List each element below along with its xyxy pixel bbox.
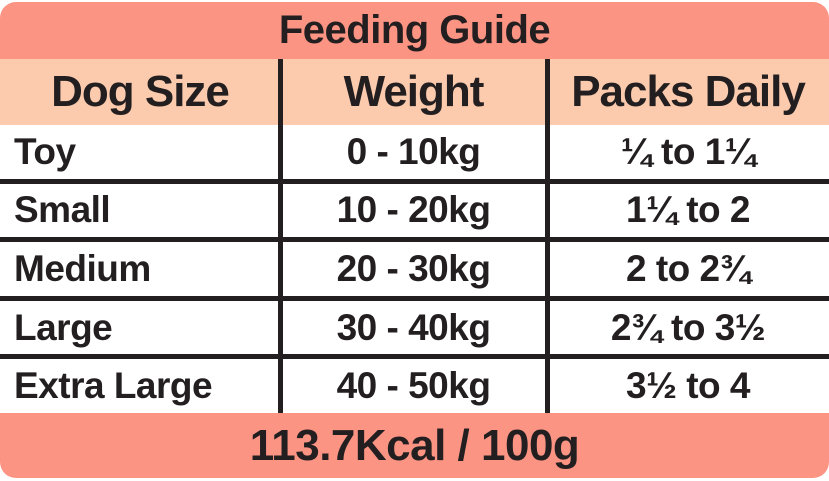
cell-packs-daily: ¼ to 1¼ xyxy=(620,130,756,172)
table-row-extra-large: Extra Large 40 - 50kg 3½ to 4 xyxy=(0,359,829,413)
cell-dog-size: Extra Large xyxy=(14,365,213,407)
calorie-info: 113.7Kcal / 100g xyxy=(249,420,580,470)
footer-bar: 113.7Kcal / 100g xyxy=(0,413,829,478)
cell-weight: 10 - 20kg xyxy=(336,189,491,231)
cell-dog-size: Medium xyxy=(14,247,151,289)
cell-dog-size: Small xyxy=(14,189,111,231)
column-divider-1 xyxy=(278,59,283,413)
table-row-medium: Medium 20 - 30kg 2 to 2¾ xyxy=(0,242,829,301)
feeding-table: Dog Size Weight Packs Daily Toy 0 - 10kg… xyxy=(0,59,829,413)
table-header-row: Dog Size Weight Packs Daily xyxy=(0,59,829,125)
title-bar: Feeding Guide xyxy=(0,2,829,59)
cell-packs-daily: 1¼ to 2 xyxy=(626,189,751,231)
table-row-large: Large 30 - 40kg 2¾ to 3½ xyxy=(0,301,829,360)
page-title: Feeding Guide xyxy=(278,8,551,52)
table-body: Toy 0 - 10kg ¼ to 1¼ Small 10 - 20kg 1¼ … xyxy=(0,125,829,413)
cell-packs-daily: 3½ to 4 xyxy=(626,365,751,407)
table-row-toy: Toy 0 - 10kg ¼ to 1¼ xyxy=(0,125,829,184)
cell-weight: 0 - 10kg xyxy=(346,130,481,172)
table-row-small: Small 10 - 20kg 1¼ to 2 xyxy=(0,184,829,243)
cell-weight: 40 - 50kg xyxy=(336,365,491,407)
cell-dog-size: Large xyxy=(14,306,113,348)
cell-weight: 20 - 30kg xyxy=(336,247,491,289)
cell-weight: 30 - 40kg xyxy=(336,306,491,348)
cell-dog-size: Toy xyxy=(14,130,76,172)
column-header-packs-daily: Packs Daily xyxy=(571,67,806,116)
column-header-weight: Weight xyxy=(343,67,485,116)
column-divider-2 xyxy=(545,59,550,413)
cell-packs-daily: 2 to 2¾ xyxy=(626,247,751,289)
column-header-dog-size: Dog Size xyxy=(51,67,230,116)
cell-packs-daily: 2¾ to 3½ xyxy=(610,306,766,348)
